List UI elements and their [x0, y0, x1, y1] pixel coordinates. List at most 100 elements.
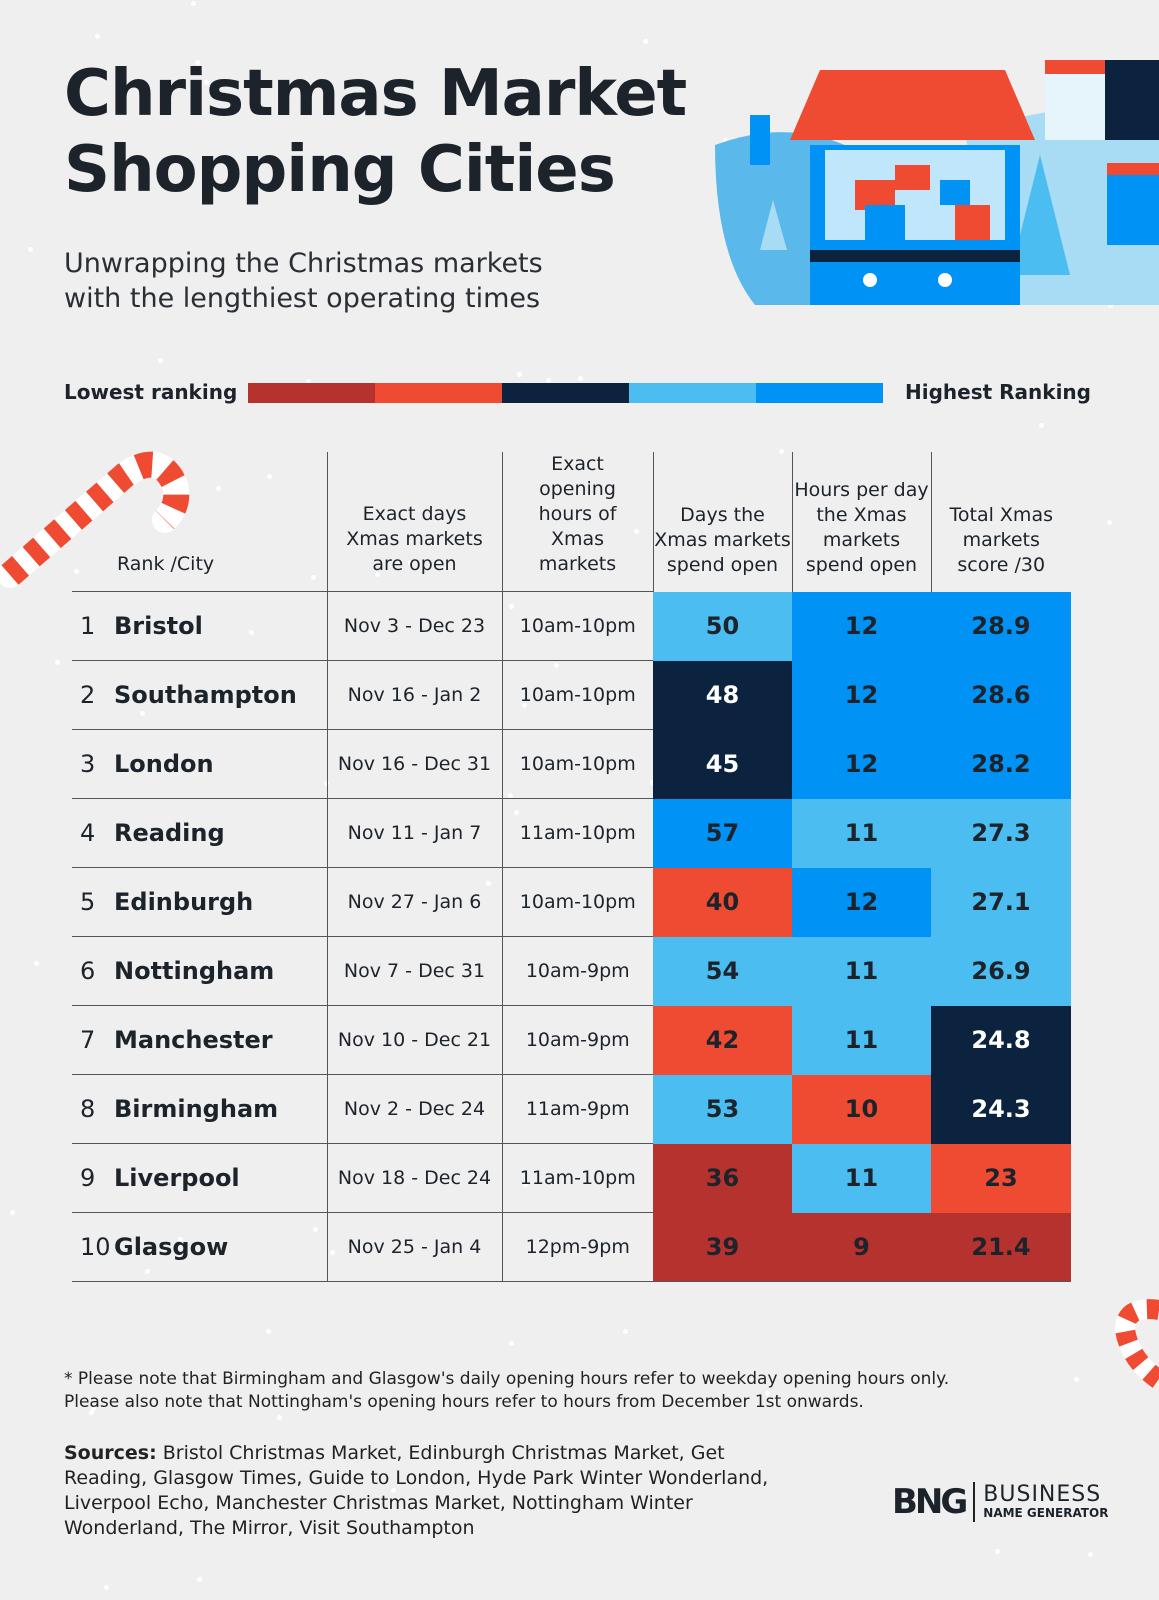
- hours-cell: 11am-9pm: [501, 1074, 653, 1144]
- footnote-line: Please also note that Nottingham's openi…: [64, 1392, 864, 1412]
- snowflake: [215, 486, 221, 492]
- city-name: Glasgow: [114, 1233, 229, 1261]
- column-header-dates: Exact days Xmas markets are open: [326, 452, 502, 592]
- days-open-cell: 48: [653, 660, 792, 730]
- snowflake: [516, 372, 522, 378]
- page-title: Christmas Market Shopping Cities: [64, 56, 687, 208]
- dates-cell: Nov 10 - Dec 21: [326, 1005, 502, 1075]
- hours-per-day-cell: 12: [792, 867, 931, 937]
- dates-cell: Nov 27 - Jan 6: [326, 867, 502, 937]
- rank-city-cell: 1 Bristol: [72, 591, 327, 661]
- legend-swatch: [248, 383, 375, 403]
- snowflake: [195, 59, 201, 65]
- city-name: Reading: [114, 819, 225, 847]
- rank-number: 1: [80, 612, 96, 640]
- rank-city-cell: 8 Birmingham: [72, 1074, 327, 1144]
- total-score-cell: 28.9: [931, 591, 1071, 661]
- rank-number: 3: [80, 750, 96, 778]
- table-header-row: Rank /City Exact days Xmas markets are o…: [72, 452, 1071, 592]
- hours-cell: 10am-9pm: [501, 936, 653, 1006]
- city-name: Manchester: [114, 1026, 273, 1054]
- dates-cell: Nov 11 - Jan 7: [326, 798, 502, 868]
- hours-cell: 10am-10pm: [501, 729, 653, 799]
- snowflake: [309, 1530, 315, 1536]
- snowflake: [994, 1549, 1000, 1555]
- snowflake: [622, 1329, 628, 1335]
- subtitle-line: with the lengthiest operating times: [64, 283, 541, 314]
- city-name: Edinburgh: [114, 888, 254, 916]
- snowflake: [625, 1449, 631, 1455]
- snowflake: [765, 1391, 771, 1397]
- table-row: 6 Nottingham Nov 7 - Dec 31 10am-9pm 54 11 26.…: [72, 936, 1071, 1006]
- snowflake: [467, 174, 473, 180]
- title-line: Christmas Market: [64, 57, 687, 131]
- rank-number: 5: [80, 888, 96, 916]
- snowflake: [197, 1576, 203, 1582]
- snowflake: [91, 1406, 97, 1412]
- rank-number: 9: [80, 1164, 96, 1192]
- logo-mark: BNG: [892, 1482, 976, 1522]
- days-open-cell: 39: [653, 1212, 792, 1282]
- hours-cell: 11am-10pm: [501, 1143, 653, 1213]
- table-row: 7 Manchester Nov 10 - Dec 21 10am-9pm 42 11 24…: [72, 1005, 1071, 1075]
- table-row: 1 Bristol Nov 3 - Dec 23 10am-10pm 50 12 28.9: [72, 591, 1071, 661]
- snowflake: [1074, 1376, 1080, 1382]
- snowflake: [391, 1488, 397, 1494]
- snowflake: [1107, 519, 1113, 525]
- total-score-cell: 23: [931, 1143, 1071, 1213]
- snowflake: [1107, 302, 1113, 308]
- snowflake: [1088, 1551, 1094, 1557]
- hours-cell: 10am-9pm: [501, 1005, 653, 1075]
- hours-per-day-cell: 11: [792, 1143, 931, 1213]
- total-score-cell: 26.9: [931, 936, 1071, 1006]
- snowflake: [723, 138, 729, 144]
- snowflake: [9, 1210, 15, 1216]
- candy-cane-icon: [1114, 1299, 1159, 1389]
- sources: Sources: Bristol Christmas Market, Edinb…: [64, 1441, 804, 1541]
- column-header-days-open: Days the Xmas markets spend open: [652, 452, 792, 592]
- column-header-total-score: Total Xmas markets score /30: [930, 452, 1071, 592]
- snowflake: [103, 1584, 109, 1590]
- rank-city-cell: 6 Nottingham: [72, 936, 327, 1006]
- bng-logo: BNG BUSINESS NAME GENERATOR: [892, 1482, 1108, 1522]
- table-row: 4 Reading Nov 11 - Jan 7 11am-10pm 57 11 27.3: [72, 798, 1071, 868]
- rank-number: 4: [80, 819, 96, 847]
- rank-city-cell: 4 Reading: [72, 798, 327, 868]
- legend-color-scale: [248, 383, 883, 403]
- snowflake: [74, 569, 80, 575]
- footnote: * Please note that Birmingham and Glasgo…: [64, 1368, 949, 1414]
- rank-city-cell: 7 Manchester: [72, 1005, 327, 1075]
- table-row: 8 Birmingham Nov 2 - Dec 24 11am-9pm 53 10 24.…: [72, 1074, 1071, 1144]
- rank-city-cell: 9 Liverpool: [72, 1143, 327, 1213]
- snowflake: [508, 1341, 514, 1347]
- snowflake: [28, 247, 34, 253]
- hours-per-day-cell: 11: [792, 936, 931, 1006]
- rank-number: 7: [80, 1026, 96, 1054]
- rank-number: 8: [80, 1095, 96, 1123]
- rank-number: 10: [80, 1233, 111, 1261]
- days-open-cell: 53: [653, 1074, 792, 1144]
- hours-cell: 12pm-9pm: [501, 1212, 653, 1282]
- hours-per-day-cell: 12: [792, 660, 931, 730]
- snowflake: [521, 144, 527, 150]
- days-open-cell: 42: [653, 1005, 792, 1075]
- rank-city-cell: 10 Glasgow: [72, 1212, 327, 1282]
- table-row: 5 Edinburgh Nov 27 - Jan 6 10am-10pm 40 12 27.…: [72, 867, 1071, 937]
- legend-swatch: [502, 383, 629, 403]
- rank-city-cell: 5 Edinburgh: [72, 867, 327, 937]
- table-row: 3 London Nov 16 - Dec 31 10am-10pm 45 12 28.2: [72, 729, 1071, 799]
- hours-per-day-cell: 12: [792, 591, 931, 661]
- snowflake: [577, 376, 583, 382]
- total-score-cell: 21.4: [931, 1212, 1071, 1282]
- hours-per-day-cell: 12: [792, 729, 931, 799]
- sources-label: Sources:: [64, 1442, 157, 1464]
- city-name: Bristol: [114, 612, 203, 640]
- subtitle-line: Unwrapping the Christmas markets: [64, 248, 543, 279]
- table-row: 9 Liverpool Nov 18 - Dec 24 11am-10pm 36 11 23: [72, 1143, 1071, 1213]
- snowflake: [276, 1414, 282, 1420]
- snowflake: [34, 960, 40, 966]
- dates-cell: Nov 18 - Dec 24: [326, 1143, 502, 1213]
- snowflake: [306, 378, 312, 384]
- snowflake: [572, 83, 578, 89]
- city-name: Birmingham: [114, 1095, 279, 1123]
